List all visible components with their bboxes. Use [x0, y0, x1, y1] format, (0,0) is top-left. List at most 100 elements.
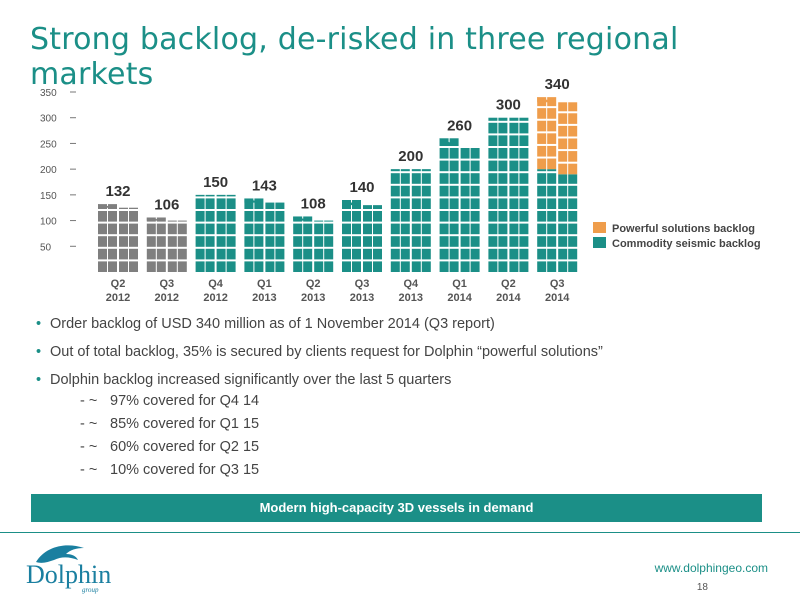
bar-cell-powerful — [568, 125, 578, 137]
bar-cell-commodity — [537, 236, 547, 247]
bar-cell-commodity — [488, 122, 498, 134]
bar-cell-commodity — [400, 185, 410, 197]
bar-cell-commodity — [498, 211, 508, 222]
bar-cell-commodity — [519, 223, 529, 235]
bar-cell-commodity — [519, 248, 529, 260]
bar-cell-commodity — [537, 198, 547, 209]
bar-cell-commodity — [460, 211, 470, 222]
bar-cell-commodity — [519, 135, 529, 146]
bar-cell-commodity — [439, 236, 449, 247]
x-tick-label-year: 2013 — [252, 292, 276, 304]
x-tick-label-year: 2012 — [155, 292, 179, 304]
data-label: 150 — [203, 174, 228, 191]
bar-cell-commodity — [449, 198, 459, 209]
bar-cell-commodity — [303, 248, 313, 260]
bar-cell-commodity — [509, 160, 519, 172]
bar-slope — [342, 200, 361, 206]
bar-cell-commodity — [519, 160, 529, 172]
bar-cell-commodity — [568, 248, 578, 260]
bar-cell-commodity — [519, 148, 529, 159]
bar-cell-commodity — [498, 122, 508, 134]
bar-cell-commodity — [373, 261, 382, 272]
y-tick-label: 250 — [40, 139, 57, 150]
bar-cell-commodity — [324, 236, 334, 247]
bar-cell-commodity — [254, 198, 264, 209]
dolphin-logo: Dolphin group — [22, 540, 132, 596]
bar-cell-commodity — [352, 211, 361, 222]
bar-cell-commodity — [509, 117, 519, 121]
x-tick-label-quarter: Q3 — [355, 278, 370, 290]
bar-cell-commodity — [558, 198, 568, 209]
y-tick-label: 350 — [40, 88, 57, 99]
sub-bullet-dash: - ~ — [80, 462, 98, 478]
bar-cell-commodity — [568, 236, 578, 247]
bar-cell-commodity — [488, 148, 498, 159]
bar-cell-commodity — [449, 160, 459, 172]
bar-cell-commodity — [460, 198, 470, 209]
sub-bullet-dash: - ~ — [80, 416, 98, 432]
bar-cell-commodity — [177, 261, 187, 272]
bar-cell-commodity — [275, 223, 285, 235]
bar-cell-commodity — [226, 194, 236, 197]
bar-cell-commodity — [519, 261, 529, 272]
bar-cell-commodity — [303, 236, 313, 247]
bar-cell-commodity — [547, 223, 557, 235]
bar-cell-commodity — [488, 211, 498, 222]
bar-cell-commodity — [439, 198, 449, 209]
bar-cell-commodity — [460, 248, 470, 260]
bar-slope — [244, 198, 264, 203]
bar-cell-commodity — [411, 169, 421, 172]
bar-cell-commodity — [363, 261, 372, 272]
bar-cell-commodity — [156, 261, 166, 272]
bar-cell-commodity — [411, 211, 421, 222]
bar-cell-commodity — [421, 211, 431, 222]
bar-cell-commodity — [411, 198, 421, 209]
bar-cell-commodity — [98, 261, 107, 272]
bar-cell-commodity — [568, 211, 578, 222]
bar-cell-commodity — [400, 261, 410, 272]
bar-cell-commodity — [488, 135, 498, 146]
bar-cell-commodity — [488, 236, 498, 247]
bar-cell-powerful — [558, 102, 568, 112]
bar-cell-commodity — [205, 236, 215, 247]
website-link[interactable]: www.dolphingeo.com — [654, 561, 768, 575]
bar-slope — [439, 138, 459, 146]
bar-cell-commodity — [129, 236, 138, 247]
bar-cell-commodity — [352, 248, 361, 260]
bar-cell-commodity — [265, 223, 275, 235]
bar-cell-commodity — [119, 207, 128, 209]
bar-cell-commodity — [129, 223, 138, 235]
bar-cell-commodity — [244, 198, 254, 209]
bar-cell-commodity — [195, 236, 205, 247]
bar-cell-commodity — [205, 223, 215, 235]
bar-cell-commodity — [108, 236, 117, 247]
data-label: 140 — [349, 179, 374, 196]
bar-cell-commodity — [265, 236, 275, 247]
bar-cell-commodity — [167, 223, 177, 235]
bar-cell-commodity — [373, 223, 382, 235]
bar-cell-commodity — [519, 122, 529, 134]
bar-cell-commodity — [324, 220, 334, 222]
bar-cell-commodity — [568, 174, 578, 184]
bar-cell-commodity — [390, 169, 400, 172]
bar-cell-commodity — [293, 236, 303, 247]
bar-cell-commodity — [205, 198, 215, 209]
bar-cell-commodity — [390, 185, 400, 197]
bar-cell-commodity — [488, 160, 498, 172]
bar-cell-commodity — [205, 211, 215, 222]
bar-cell-commodity — [470, 173, 480, 184]
bar-cell-commodity — [460, 148, 470, 159]
bar-cell-commodity — [498, 173, 508, 184]
bullet-order-backlog: Order backlog of USD 340 million as of 1… — [36, 316, 776, 333]
bar-cell-commodity — [108, 261, 117, 272]
x-tick-label-quarter: Q4 — [403, 278, 419, 290]
data-label: 108 — [301, 195, 326, 212]
footer-divider — [0, 532, 800, 533]
bar-cell-commodity — [265, 211, 275, 222]
bar-cell-commodity — [498, 223, 508, 235]
x-tick-label-quarter: Q3 — [159, 278, 174, 290]
bar-cell-commodity — [244, 236, 254, 247]
bar-cell-commodity — [509, 236, 519, 247]
bar-cell-commodity — [195, 248, 205, 260]
bar-cell-commodity — [411, 248, 421, 260]
